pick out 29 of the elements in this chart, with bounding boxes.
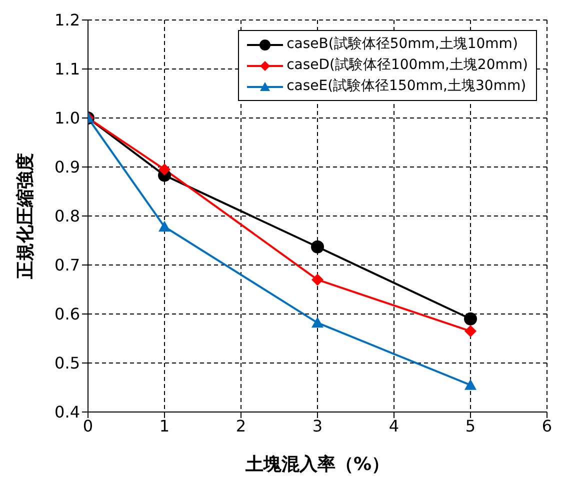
y-tick-label: 1.2 (54, 10, 80, 30)
point (312, 274, 324, 286)
y-tick-label: 0.8 (54, 206, 80, 226)
y-tick-label: 0.7 (54, 256, 80, 275)
y-tick-label: 1.1 (54, 60, 80, 79)
point (464, 312, 477, 326)
point (311, 240, 324, 254)
y-tick-label: 0.6 (54, 304, 80, 324)
y-axis-title: 正規化圧縮強度 (14, 153, 36, 280)
legend-label: caseE(試験体径150mm,土塊30mm) (286, 77, 526, 96)
point (464, 379, 476, 390)
legend-label: caseD(試験体径100mm,土塊20mm) (286, 56, 528, 75)
y-tick-label: 0.4 (54, 402, 80, 422)
x-tick-label: 1 (159, 416, 170, 436)
y-tick-label: 0.9 (54, 158, 80, 177)
legend-label: caseB(試験体径50mm,土塊10mm) (286, 35, 518, 54)
x-tick-label: 0 (82, 416, 94, 436)
y-tick-label: 0.5 (54, 354, 80, 373)
point (158, 220, 170, 232)
x-tick-label: 2 (236, 416, 246, 436)
x-tick-label: 5 (465, 416, 476, 436)
x-tick-label: 4 (388, 416, 400, 436)
point (158, 163, 170, 176)
x-tick-label: 6 (542, 416, 552, 436)
x-axis-title: 土塊混入率（%） (244, 454, 390, 475)
x-tick-label: 3 (312, 416, 323, 436)
point (464, 325, 476, 338)
y-tick-label: 1.0 (54, 108, 80, 128)
point (312, 316, 324, 328)
